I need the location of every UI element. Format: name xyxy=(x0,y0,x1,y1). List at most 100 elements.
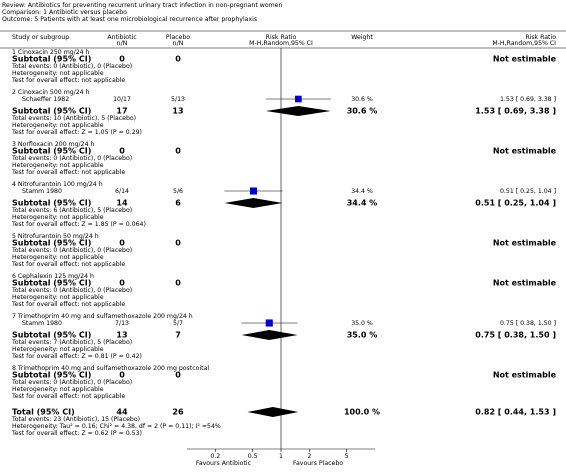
col-ratio: Risk Ratio xyxy=(525,34,556,41)
risk-ratio: 0.51 [ 0.25, 1.04 ] xyxy=(500,188,556,195)
group-heading: 5 Nitrofurantoin 50 mg/24 h xyxy=(12,233,99,240)
favours-left: Favours Antibiotic xyxy=(196,460,252,467)
col-placebo: Placebo xyxy=(166,34,190,41)
subtotal-label: Subtotal (95% CI) xyxy=(12,147,91,156)
diamond xyxy=(265,106,331,116)
study-square xyxy=(265,319,273,327)
heterogeneity: Heterogeneity: not applicable xyxy=(12,122,104,129)
subtotal-label: Subtotal (95% CI) xyxy=(12,371,91,380)
test: Test for overall effect: not applicable xyxy=(11,301,125,308)
events: Total events: 6 (Antibiotic), 5 (Placebo… xyxy=(11,207,132,214)
subtotal-placebo: 13 xyxy=(172,107,183,116)
placebo-events: 5/7 xyxy=(173,320,183,327)
risk-ratio: 1.53 [ 0.69, 3.38 ] xyxy=(500,96,556,103)
study-name: Stamm 1980 xyxy=(22,188,62,195)
events: Total events: 23 (Antibiotic), 15 (Place… xyxy=(11,416,140,423)
subtotal-placebo: 6 xyxy=(175,199,181,208)
events: Total events: 0 (Antibiotic), 0 (Placebo… xyxy=(11,247,132,254)
heterogeneity: Heterogeneity: not applicable xyxy=(12,254,104,261)
diamond xyxy=(247,407,299,417)
subtotal-antibiotic: 17 xyxy=(116,107,127,116)
study-square xyxy=(249,187,258,195)
subtotal-placebo: 0 xyxy=(175,371,181,380)
group-heading: 1 Cinoxacin 250 mg/24 h xyxy=(12,49,90,56)
subtotal-result: 1.53 [ 0.69, 3.38 ] xyxy=(475,107,556,116)
total-result: 0.82 [ 0.44, 1.53 ] xyxy=(475,408,556,417)
weight: 35.0 % xyxy=(351,320,373,327)
col-antibiotic-sub: n/N xyxy=(117,40,128,47)
antibiotic-events: 10/17 xyxy=(113,96,131,103)
test: Test for overall effect: Z = 1.85 (P = 0… xyxy=(11,221,146,228)
col-weight: Weight xyxy=(351,34,373,41)
subtotal-antibiotic: 0 xyxy=(119,279,125,288)
test: Test for overall effect: Z = 0.81 (P = 0… xyxy=(11,353,142,360)
subtotal-placebo: 0 xyxy=(175,279,181,288)
favours-right: Favours Placebo xyxy=(293,460,343,467)
subtotal-label: Subtotal (95% CI) xyxy=(12,239,91,248)
group-heading: 2 Cinoxacin 500 mg/24 h xyxy=(12,89,90,96)
comparison: Comparison: 1 Antibiotic versus placebo xyxy=(2,9,127,16)
weight: 34.4 % xyxy=(351,188,373,195)
x-tick-label: 5 xyxy=(345,453,349,460)
subtotal-placebo: 0 xyxy=(175,55,181,64)
subtotal-result: Not estimable xyxy=(493,371,557,380)
test: Test for overall effect: not applicable xyxy=(11,169,125,176)
subtotal-antibiotic: 13 xyxy=(116,331,127,340)
subtotal-placebo: 7 xyxy=(175,331,181,340)
col-antibiotic: Antibiotic xyxy=(107,34,137,41)
review: Review: Antibiotics for preventing recur… xyxy=(2,2,282,9)
events: Total events: 0 (Antibiotic), 0 (Placebo… xyxy=(11,63,132,70)
total-label: Total (95% CI) xyxy=(12,408,75,417)
subtotal-antibiotic: 14 xyxy=(116,199,128,208)
subtotal-result: 0.51 [ 0.25, 1.04 ] xyxy=(475,199,556,208)
diamond xyxy=(224,198,283,208)
events: Total events: 10 (Antibiotic), 5 (Placeb… xyxy=(11,115,136,122)
test: Test for overall effect: not applicable xyxy=(11,393,125,400)
outcome: Outcome: 5 Patients with at least one mi… xyxy=(2,16,257,23)
subtotal-label: Subtotal (95% CI) xyxy=(12,199,91,208)
events: Total events: 0 (Antibiotic), 0 (Placebo… xyxy=(11,379,132,386)
events: Total events: 7 (Antibiotic), 5 (Placebo… xyxy=(11,339,132,346)
col-placebo-sub: n/N xyxy=(173,40,184,47)
test: Test for overall effect: Z = 1.05 (P = 0… xyxy=(11,129,142,136)
total-weight: 100.0 % xyxy=(344,408,380,417)
heterogeneity: Heterogeneity: not applicable xyxy=(12,70,104,77)
risk-ratio: 0.75 [ 0.38, 1.50 ] xyxy=(500,320,556,327)
events: Total events: 0 (Antibiotic), 0 (Placebo… xyxy=(11,287,132,294)
heterogeneity: Heterogeneity: not applicable xyxy=(12,346,104,353)
group-heading: 8 Trimethoprim 40 mg and sulfamethoxazol… xyxy=(12,365,209,372)
test: Test for overall effect: not applicable xyxy=(11,261,125,268)
subtotal-placebo: 0 xyxy=(175,239,181,248)
subtotal-label: Subtotal (95% CI) xyxy=(12,55,91,64)
x-tick-label: 2 xyxy=(307,453,311,460)
antibiotic-events: 7/13 xyxy=(115,320,129,327)
study-name: Schaeffer 1982 xyxy=(22,96,69,103)
group-heading: 6 Cephalexin 125 mg/24 h xyxy=(12,273,94,280)
col-plot: Risk Ratio xyxy=(266,34,297,41)
subtotal-antibiotic: 0 xyxy=(119,239,125,248)
weight: 30.6 % xyxy=(351,96,373,103)
subtotal-antibiotic: 0 xyxy=(119,147,125,156)
subtotal-weight: 30.6 % xyxy=(347,107,378,116)
heterogeneity: Heterogeneity: Tau² = 0.16; Chi² = 4.38,… xyxy=(12,423,221,430)
total-antibiotic: 44 xyxy=(116,408,128,417)
subtotal-result: 0.75 [ 0.38, 1.50 ] xyxy=(475,331,556,340)
col-study: Study or subgroup xyxy=(12,34,69,41)
test: Test for overall effect: Z = 0.62 (P = 0… xyxy=(11,430,142,437)
group-heading: 7 Trimethoprim 40 mg and sulfamethoxazol… xyxy=(12,313,193,320)
col-ratio-sub: M-H,Random,95% CI xyxy=(492,40,556,47)
heterogeneity: Heterogeneity: not applicable xyxy=(12,386,104,393)
heterogeneity: Heterogeneity: not applicable xyxy=(12,214,104,221)
x-tick-label: 0.5 xyxy=(248,453,258,460)
subtotal-label: Subtotal (95% CI) xyxy=(12,279,91,288)
subtotal-placebo: 0 xyxy=(175,147,181,156)
group-heading: 3 Norfloxacin 200 mg/24 h xyxy=(12,141,94,148)
total-placebo: 26 xyxy=(172,408,184,417)
subtotal-label: Subtotal (95% CI) xyxy=(12,107,91,116)
placebo-events: 5/6 xyxy=(173,188,183,195)
heterogeneity: Heterogeneity: not applicable xyxy=(12,294,104,301)
x-tick-label: 1 xyxy=(279,453,283,460)
subtotal-result: Not estimable xyxy=(493,55,557,64)
subtotal-weight: 34.4 % xyxy=(347,199,378,208)
events: Total events: 0 (Antibiotic), 0 (Placebo… xyxy=(11,155,132,162)
